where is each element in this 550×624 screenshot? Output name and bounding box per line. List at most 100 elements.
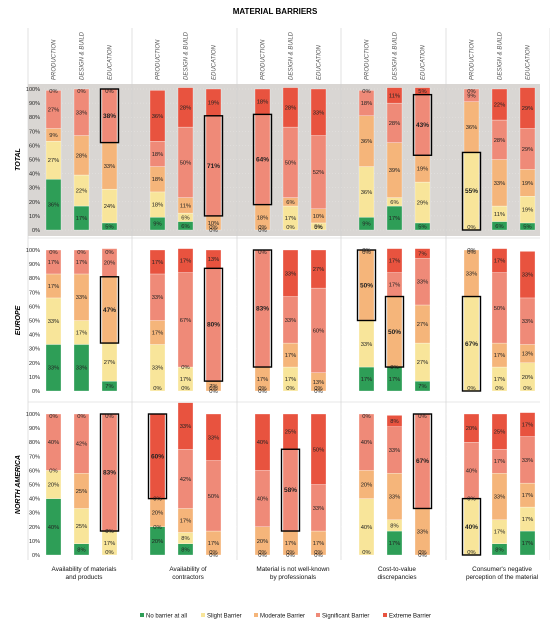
data-label: 18%	[152, 203, 164, 209]
data-label: 33%	[76, 295, 88, 301]
category-label-5: Consumer's negative perception of the mat…	[466, 566, 538, 581]
data-label: 33%	[104, 164, 116, 170]
bar-segment-significant-barrier	[73, 413, 90, 474]
bar-segment-extreme-barrier	[149, 90, 166, 142]
bar-segment-significant-barrier	[358, 90, 375, 116]
data-label: 36%	[466, 125, 478, 131]
data-label: 33%	[389, 448, 401, 454]
data-label: 17%	[389, 377, 401, 383]
data-label: 18%	[361, 101, 373, 107]
data-label: 0%	[258, 550, 266, 556]
bar-segment-extreme-barrier	[386, 248, 403, 273]
bar-segment-significant-barrier	[45, 413, 62, 471]
data-label: 20%	[48, 483, 60, 489]
legend-label-no-barrier-at-all: No barrier at all	[146, 614, 187, 620]
highlight-box	[99, 276, 120, 344]
highlight-box	[252, 249, 273, 368]
data-label: 0%	[209, 225, 217, 231]
highlight-box	[384, 295, 405, 368]
data-label: 0%	[105, 529, 113, 535]
data-label: 0%	[49, 89, 57, 95]
data-label: 71%	[207, 163, 220, 170]
data-label: 8%	[495, 547, 503, 553]
data-label: 0%	[105, 250, 113, 256]
bar-segment-extreme-barrier	[282, 87, 299, 128]
data-label: 60%	[313, 328, 325, 334]
data-label: 33%	[466, 271, 478, 277]
data-label: 0%	[286, 550, 294, 556]
data-label: 17%	[285, 353, 297, 359]
data-label: 13%	[313, 380, 325, 386]
bar-segment-extreme-barrier	[519, 251, 536, 299]
category-label-3: Material is not well-known by professiona…	[256, 566, 330, 581]
data-label: 17%	[152, 330, 164, 336]
data-label: 17%	[285, 541, 297, 547]
data-label: 55%	[465, 188, 478, 195]
bar-segment-extreme-barrier	[205, 413, 222, 461]
column-label-design-build: DESIGN & BUILD	[393, 31, 399, 80]
bar-segment-extreme-barrier	[177, 248, 194, 273]
column-label-education: EDUCATION	[526, 44, 532, 80]
highlight-box	[412, 93, 433, 156]
data-label: 40%	[257, 440, 269, 446]
data-label: 33%	[180, 424, 192, 430]
data-label: 20%	[361, 483, 373, 489]
data-label: 7%	[418, 252, 426, 258]
y-tick-label: 10%	[29, 214, 40, 220]
data-label: 0%	[418, 553, 426, 559]
data-label: 33%	[494, 494, 506, 500]
region-label-europe: EUROPE	[15, 305, 22, 335]
data-label: 13%	[522, 352, 534, 358]
y-tick-label: 100%	[26, 248, 40, 254]
column-label-design-build: DESIGN & BUILD	[184, 31, 190, 80]
bar-segment-significant-barrier	[73, 88, 90, 136]
data-label: 19%	[208, 100, 220, 106]
data-label: 22%	[494, 103, 506, 109]
data-label: 0%	[467, 386, 475, 392]
data-label: 0%	[467, 250, 475, 256]
y-tick-label: 90%	[29, 101, 40, 107]
data-label: 27%	[417, 322, 429, 328]
y-tick-label: 90%	[29, 262, 40, 268]
y-tick-label: 10%	[29, 375, 40, 381]
data-label: 5%	[418, 89, 426, 95]
bar-segment-extreme-barrier	[386, 87, 403, 104]
column-label-production: PRODUCTION	[52, 39, 58, 80]
column-label-production: PRODUCTION	[470, 39, 476, 80]
data-label: 17%	[257, 377, 269, 383]
data-label: 0%	[467, 225, 475, 231]
data-label: 17%	[389, 259, 401, 265]
data-label: 25%	[494, 430, 506, 436]
data-label: 60%	[151, 453, 164, 460]
y-tick-label: 40%	[29, 497, 40, 503]
category-label-line: Cost-to-value	[378, 566, 416, 573]
bar-segment-extreme-barrier	[310, 88, 327, 136]
data-label: 17%	[494, 530, 506, 536]
bar-segment-extreme-barrier	[386, 415, 403, 427]
category-label-line: by professionals	[270, 574, 316, 581]
y-tick-label: 70%	[29, 454, 40, 460]
data-label: 33%	[494, 181, 506, 187]
bar-segment-significant-barrier	[463, 88, 480, 102]
data-label: 17%	[76, 216, 88, 222]
data-label: 40%	[361, 440, 373, 446]
bar-segment-extreme-barrier	[254, 413, 271, 471]
data-label: 28%	[389, 121, 401, 127]
data-label: 5%	[105, 224, 113, 230]
data-label: 19%	[522, 208, 534, 214]
data-label: 17%	[361, 377, 373, 383]
data-label: 8%	[181, 536, 189, 542]
data-label: 9%	[362, 222, 370, 228]
data-label: 25%	[76, 489, 88, 495]
column-label-education: EDUCATION	[421, 44, 427, 80]
data-label: 0%	[362, 550, 370, 556]
data-label: 33%	[417, 280, 429, 286]
category-label-1: Availability of materials and products	[52, 566, 117, 581]
data-label: 17%	[389, 283, 401, 289]
bar-segment-extreme-barrier	[491, 248, 508, 273]
data-label: 29%	[522, 106, 534, 112]
data-label: 9%	[49, 133, 57, 139]
y-tick-label: 80%	[29, 115, 40, 121]
data-label: 40%	[465, 524, 478, 531]
